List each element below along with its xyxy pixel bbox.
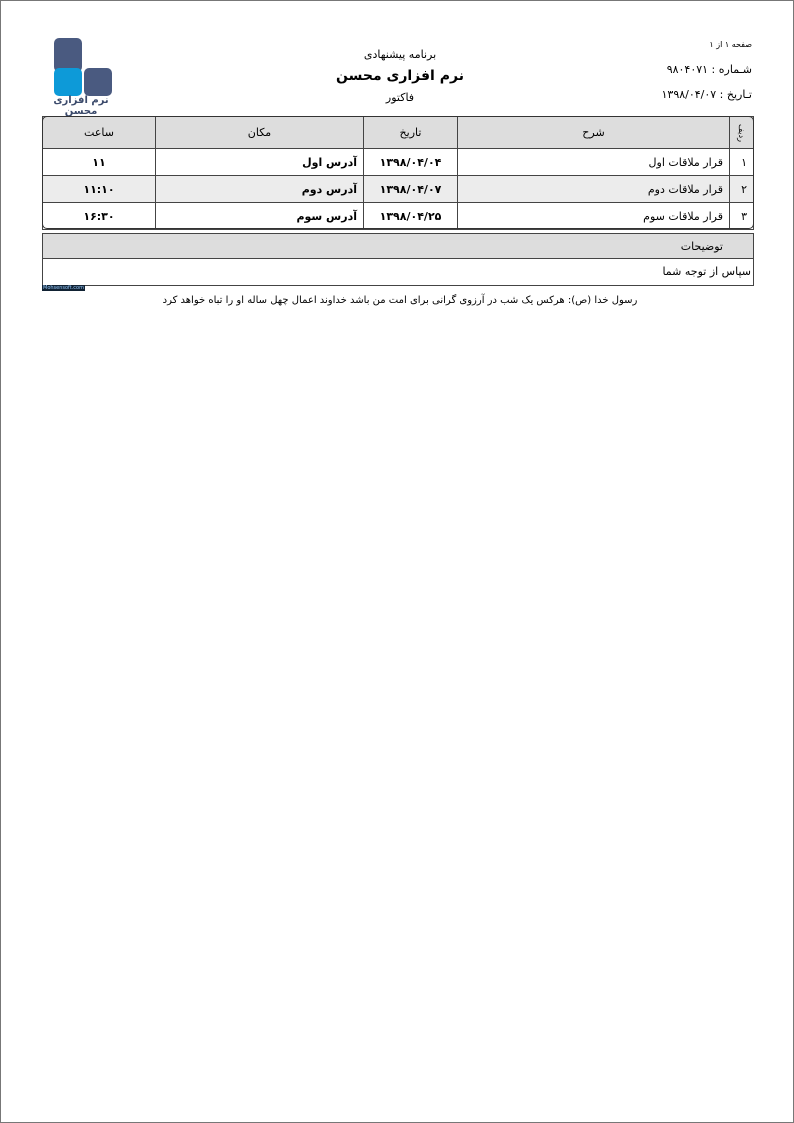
table-row: ۱ قرار ملاقات اول ۱۳۹۸/۰۴/۰۴ آدرس اول ۱۱ bbox=[42, 148, 754, 176]
logo-text: نرم افزاری محسن bbox=[53, 95, 109, 117]
subtitle: برنامه پیشنهادی bbox=[363, 48, 437, 61]
cell-place: آدرس اول bbox=[155, 148, 364, 176]
cell-time: ۱۱:۱۰ bbox=[42, 175, 156, 203]
cell-row: ۱ bbox=[729, 148, 754, 176]
notes-text: سپاس از توجه شما bbox=[662, 265, 751, 278]
notes-box: توضیحات سپاس از توجه شما bbox=[42, 233, 754, 286]
notes-title: توضیحات bbox=[43, 234, 753, 259]
cell-time: ۱۱ bbox=[42, 148, 156, 176]
cell-row: ۲ bbox=[729, 175, 754, 203]
doc-type: فاکتور bbox=[385, 91, 415, 104]
cell-desc: قرار ملاقات اول bbox=[457, 148, 730, 176]
cell-place: آدرس دوم bbox=[155, 175, 364, 203]
invoice-number: شـماره : ۹۸۰۴۰۷۱ bbox=[666, 63, 752, 76]
header-date: تاریخ bbox=[363, 116, 458, 149]
invoice-date: تـاریخ : ۱۳۹۸/۰۴/۰۷ bbox=[661, 88, 753, 101]
cell-date: ۱۳۹۸/۰۴/۰۷ bbox=[363, 175, 458, 203]
items-table: ردیف شرح تاریخ مکان ساعت ۱ قرار ملاقات ا… bbox=[42, 116, 754, 230]
table-header: ردیف شرح تاریخ مکان ساعت bbox=[42, 116, 754, 149]
table-row: ۲ قرار ملاقات دوم ۱۳۹۸/۰۴/۰۷ آدرس دوم ۱۱… bbox=[42, 175, 754, 203]
cell-date: ۱۳۹۸/۰۴/۲۵ bbox=[363, 202, 458, 230]
table-row: ۳ قرار ملاقات سوم ۱۳۹۸/۰۴/۲۵ آدرس سوم ۱۶… bbox=[42, 202, 754, 230]
header-place: مکان bbox=[155, 116, 364, 149]
cell-place: آدرس سوم bbox=[155, 202, 364, 230]
cell-date: ۱۳۹۸/۰۴/۰۴ bbox=[363, 148, 458, 176]
company-name: نرم افزاری محسن bbox=[336, 68, 464, 84]
watermark: Mohsensoft.com bbox=[42, 285, 85, 291]
header-time: ساعت bbox=[42, 116, 156, 149]
cell-desc: قرار ملاقات دوم bbox=[457, 175, 730, 203]
cell-time: ۱۶:۳۰ bbox=[42, 202, 156, 230]
footer-quote: رسول خدا (ص): هرکس یک شب در آرزوی گرانی … bbox=[162, 295, 638, 306]
company-logo: نرم افزاری محسن bbox=[40, 38, 122, 117]
header-row: ردیف bbox=[729, 116, 754, 149]
page-number: صفحه ۱ از ۱ bbox=[709, 40, 752, 49]
header-desc: شرح bbox=[457, 116, 730, 149]
cell-row: ۳ bbox=[729, 202, 754, 230]
cell-desc: قرار ملاقات سوم bbox=[457, 202, 730, 230]
